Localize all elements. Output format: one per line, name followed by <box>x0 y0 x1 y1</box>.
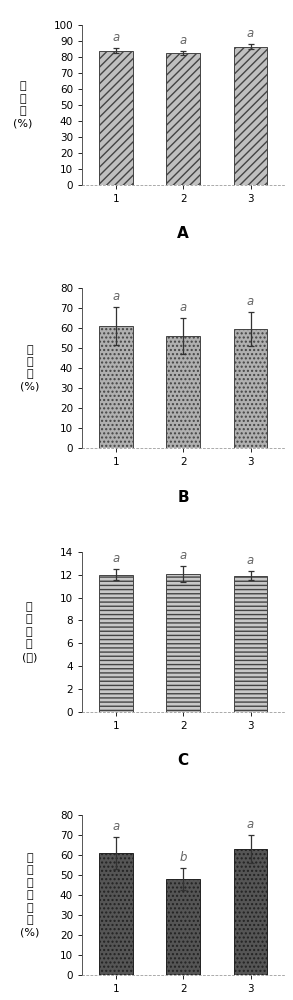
Text: a: a <box>180 301 187 314</box>
Bar <box>234 47 267 185</box>
Bar <box>99 853 132 975</box>
Text: a: a <box>180 549 187 562</box>
Y-axis label: 后
代
雌
性
比
率
(%): 后 代 雌 性 比 率 (%) <box>20 853 39 937</box>
Text: a: a <box>247 554 254 567</box>
Text: b: b <box>179 851 187 864</box>
Y-axis label: 致
死
率
(%): 致 死 率 (%) <box>13 81 33 128</box>
Bar <box>99 326 132 448</box>
Bar <box>166 336 200 448</box>
Text: B: B <box>177 490 189 505</box>
Bar <box>166 53 200 185</box>
Text: a: a <box>247 295 254 308</box>
Bar <box>166 879 200 975</box>
Bar <box>99 51 132 185</box>
Bar <box>234 576 267 712</box>
Bar <box>166 574 200 712</box>
Text: a: a <box>247 27 254 40</box>
Text: C: C <box>178 753 189 768</box>
Bar <box>234 329 267 448</box>
Text: a: a <box>112 552 119 565</box>
Text: a: a <box>112 820 119 833</box>
Text: A: A <box>177 226 189 241</box>
Y-axis label: 羽
化
率
(%): 羽 化 率 (%) <box>20 345 39 392</box>
Bar <box>234 849 267 975</box>
Text: a: a <box>247 818 254 831</box>
Text: a: a <box>112 31 119 44</box>
Text: a: a <box>112 290 119 303</box>
Bar <box>99 575 132 712</box>
Text: a: a <box>180 34 187 47</box>
Y-axis label: 发
育
历
期
(天): 发 育 历 期 (天) <box>21 602 37 662</box>
